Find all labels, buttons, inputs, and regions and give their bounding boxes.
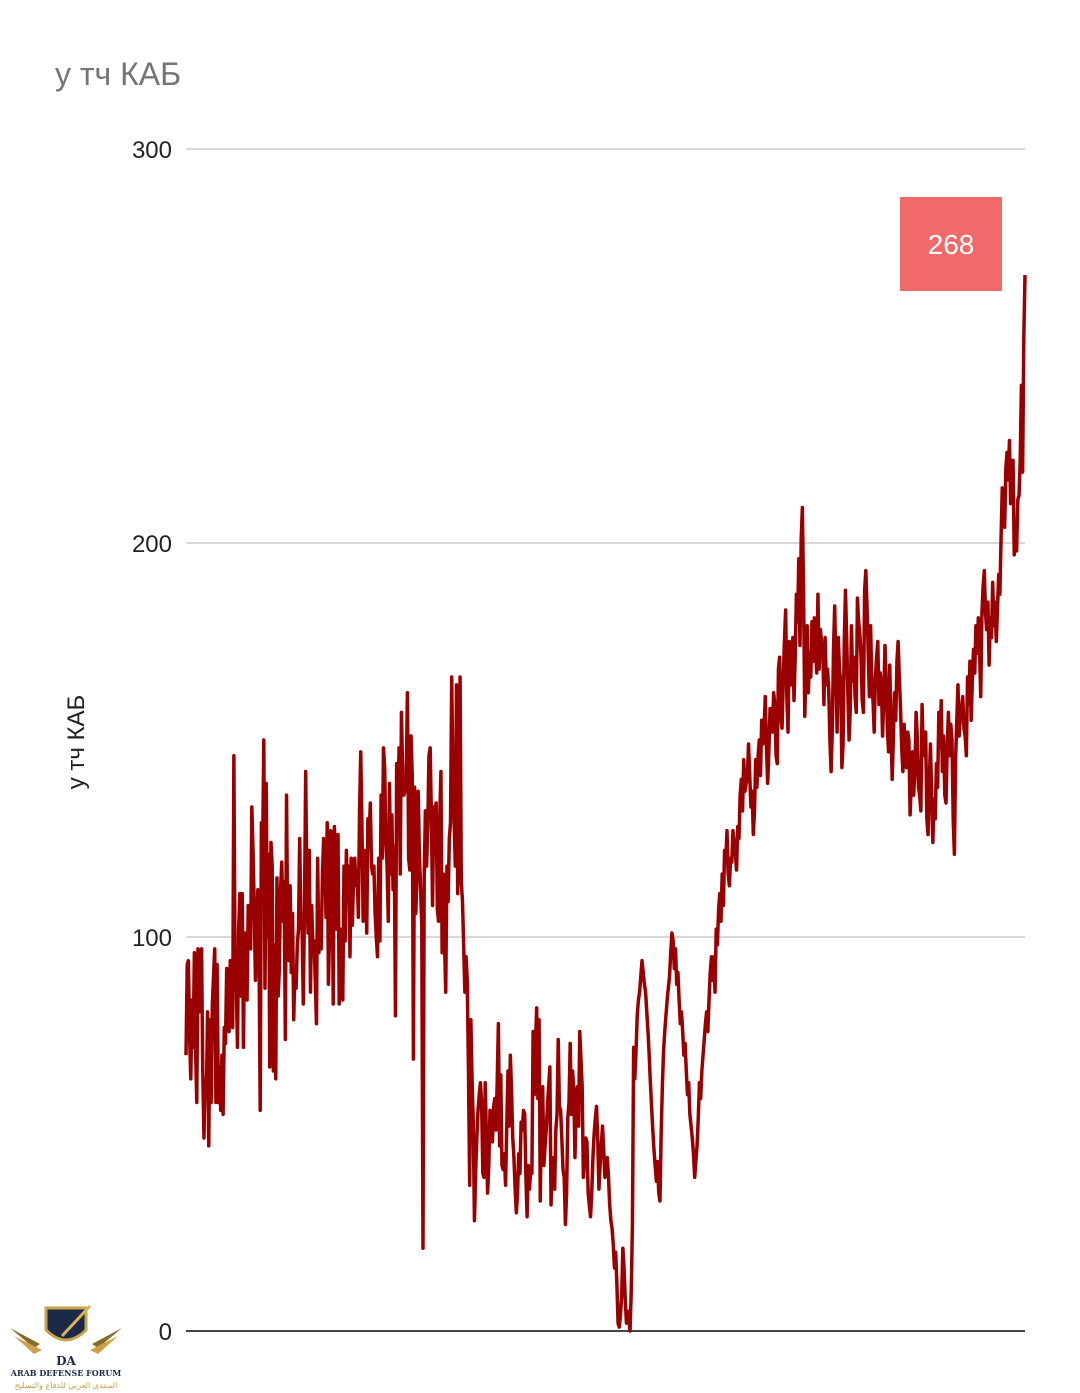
- svg-text:ARAB DEFENSE FORUM: ARAB DEFENSE FORUM: [10, 1368, 122, 1378]
- y-tick-label: 300: [132, 137, 172, 164]
- y-tick-label: 100: [132, 925, 172, 952]
- arab-defense-forum-logo: DA ARAB DEFENSE FORUM المنتدى العربي للد…: [10, 1304, 122, 1390]
- chart-title: у тч КАБ: [55, 56, 182, 92]
- y-tick-label: 0: [159, 1319, 172, 1346]
- max-value-label-box: [900, 197, 1002, 291]
- svg-text:DA: DA: [56, 1354, 76, 1368]
- y-axis-label: у тч КАБ: [63, 695, 90, 790]
- y-tick-labels: 0 100 200 300: [132, 137, 172, 1346]
- y-tick-label: 200: [132, 531, 172, 558]
- svg-text:المنتدى العربي للدفاع والتسليح: المنتدى العربي للدفاع والتسليح: [15, 1381, 118, 1390]
- gridlines: [186, 148, 1025, 1332]
- max-value-label: 268: [928, 229, 975, 260]
- series-line: [184, 275, 1027, 1333]
